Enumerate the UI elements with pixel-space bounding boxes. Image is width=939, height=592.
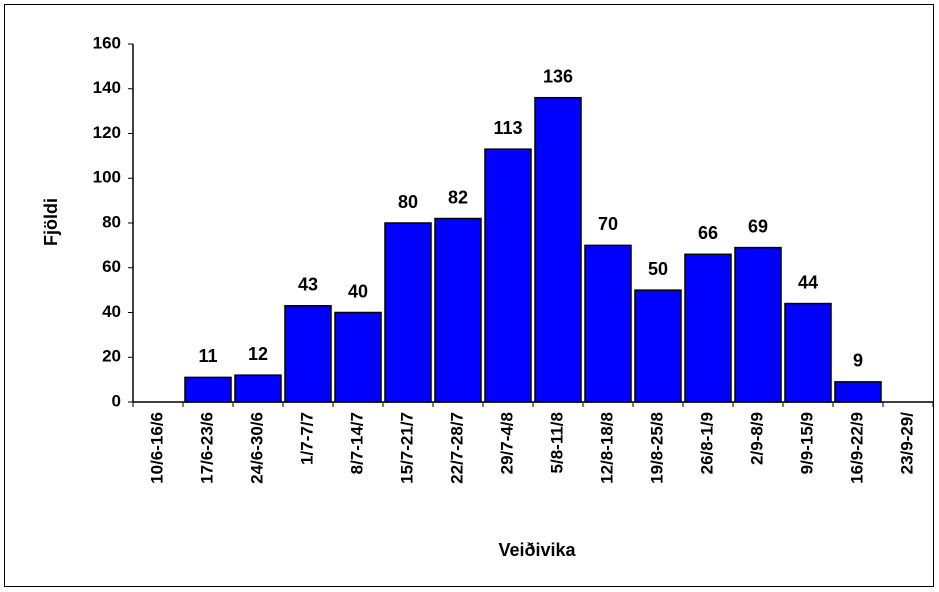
bar [234,374,282,403]
x-tick-label: 10/6-16/6 [147,412,166,484]
x-tick-label: 17/6-23/6 [197,412,216,484]
y-axis-title: Fjöldi [41,198,61,246]
x-tick-label: 26/8-1/9 [697,412,716,474]
x-tick-label: 1/7-7/7 [297,412,316,465]
y-tick-label: 0 [112,391,121,410]
bar [334,311,382,403]
x-tick-label: 16/9-22/9 [847,412,866,484]
x-tick-label: 29/7-4/8 [497,412,516,474]
x-tick-label: 5/8-11/8 [547,412,566,473]
y-tick-label: 20 [102,347,121,366]
x-tick-label: 22/7-28/7 [447,412,466,484]
data-label: 43 [298,275,318,295]
bar [734,246,782,403]
y-tick-label: 120 [93,123,121,142]
bar [384,222,432,403]
bar [534,96,582,403]
data-label: 80 [398,192,418,212]
bar [784,302,832,403]
x-tick-label: 23/9-29/ [897,412,916,475]
data-label: 70 [598,214,618,234]
data-label: 50 [648,259,668,279]
data-label: 9 [853,351,863,371]
data-label: 40 [348,281,368,301]
x-axis-title: Veiðivika [498,540,576,560]
bar [184,376,232,403]
data-label: 12 [248,344,268,364]
data-label: 44 [798,272,818,292]
x-tick-label: 2/9-8/9 [747,412,766,465]
y-tick-label: 60 [102,257,121,276]
data-label: 66 [698,223,718,243]
x-tick-label: 19/8-25/8 [647,412,666,484]
data-label: 113 [493,118,522,138]
data-label: 69 [748,216,768,236]
bar [834,381,882,403]
bar [434,217,482,403]
x-tick-label: 9/9-15/9 [797,412,816,474]
bar [634,289,682,403]
x-tick-label: 24/6-30/6 [247,412,266,484]
x-tick-label: 8/7-14/7 [347,412,366,474]
data-label: 82 [448,187,468,207]
x-tick-label: 12/8-18/8 [597,412,616,484]
data-label: 11 [198,346,217,366]
y-tick-label: 40 [102,302,121,321]
x-tick-label: 15/7-21/7 [397,412,416,484]
y-tick-label: 100 [93,168,121,187]
data-label: 136 [543,66,573,86]
y-tick-label: 140 [93,78,121,97]
bar [284,305,332,403]
y-tick-label: 160 [93,33,121,52]
bar [484,148,532,403]
bar [684,253,732,403]
y-tick-label: 80 [102,212,121,231]
bar [584,244,632,403]
